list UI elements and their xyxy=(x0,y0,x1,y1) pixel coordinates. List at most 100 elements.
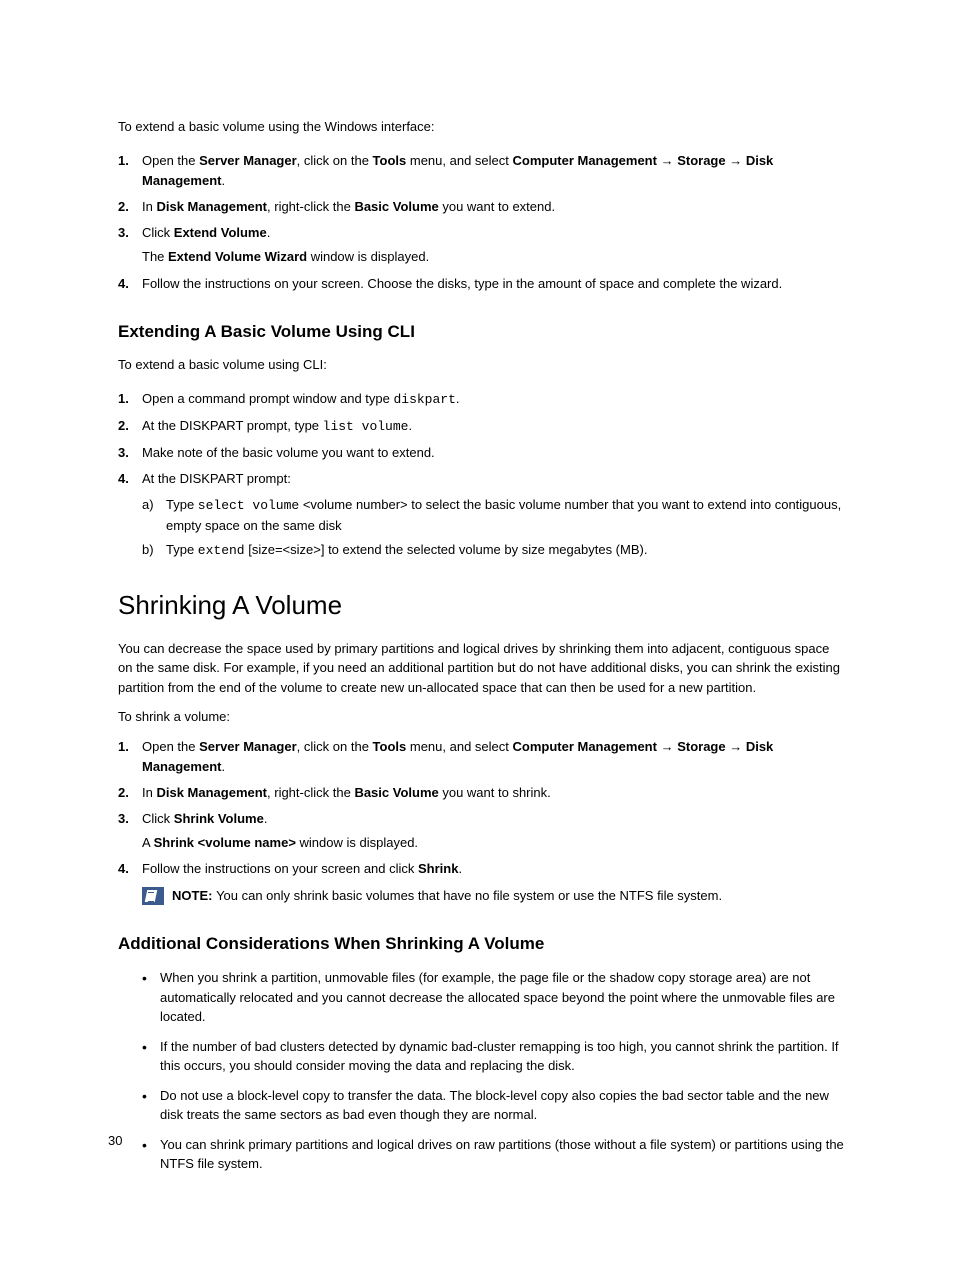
section2-intro: To extend a basic volume using CLI: xyxy=(118,356,846,375)
text: In xyxy=(142,785,156,800)
text-bold: Computer Management xyxy=(512,739,656,754)
marker: a) xyxy=(142,495,154,515)
text-bold: Basic Volume xyxy=(354,785,438,800)
text-mono: list volume xyxy=(323,419,409,434)
section4-bullets: When you shrink a partition, unmovable f… xyxy=(142,968,846,1174)
text-bold: Shrink Volume xyxy=(174,811,264,826)
section3-steps: Open the Server Manager, click on the To… xyxy=(118,737,846,907)
page-number: 30 xyxy=(108,1133,122,1148)
text: Open the xyxy=(142,153,199,168)
section1-intro: To extend a basic volume using the Windo… xyxy=(118,118,846,137)
section2-steps: Open a command prompt window and type di… xyxy=(118,389,846,562)
text: , click on the xyxy=(297,739,373,754)
text: At the DISKPART prompt: xyxy=(142,471,291,486)
note-text: NOTE: You can only shrink basic volumes … xyxy=(172,887,722,906)
text-bold: Server Manager xyxy=(199,739,297,754)
text: menu, and select xyxy=(406,153,512,168)
list-item: Follow the instructions on your screen a… xyxy=(118,859,846,906)
note-body: You can only shrink basic volumes that h… xyxy=(216,888,722,903)
text-bold: Extend Volume xyxy=(174,225,267,240)
text: Follow the instructions on your screen. … xyxy=(142,276,782,291)
text: . xyxy=(456,391,460,406)
text: Open a command prompt window and type xyxy=(142,391,393,406)
text: . xyxy=(267,225,271,240)
text: Type xyxy=(166,542,198,557)
text-bold: Disk Management xyxy=(156,785,267,800)
list-item: Make note of the basic volume you want t… xyxy=(118,443,846,463)
list-item: At the DISKPART prompt: a) Type select v… xyxy=(118,469,846,562)
list-item: You can shrink primary partitions and lo… xyxy=(142,1135,846,1174)
text-bold: Shrink xyxy=(418,861,458,876)
list-item: b) Type extend [size=<size>] to extend t… xyxy=(142,540,846,561)
list-item: Click Extend Volume. The Extend Volume W… xyxy=(118,223,846,267)
list-item: In Disk Management, right-click the Basi… xyxy=(118,783,846,803)
text: → xyxy=(726,739,746,754)
text-mono: extend xyxy=(198,543,245,558)
note-label: NOTE: xyxy=(172,888,216,903)
text-bold: Extend Volume Wizard xyxy=(168,249,307,264)
section1-steps: Open the Server Manager, click on the To… xyxy=(118,151,846,294)
text: Type xyxy=(166,497,198,512)
list-item: Click Shrink Volume. A Shrink <volume na… xyxy=(118,809,846,853)
list-item: Open the Server Manager, click on the To… xyxy=(118,151,846,191)
text: The xyxy=(142,249,168,264)
text: . xyxy=(408,418,412,433)
text: . xyxy=(221,759,225,774)
text: → xyxy=(657,739,677,754)
text-bold: Server Manager xyxy=(199,153,297,168)
text: Make note of the basic volume you want t… xyxy=(142,445,435,460)
lettered-list: a) Type select volume <volume number> to… xyxy=(142,495,846,561)
text: . xyxy=(221,173,225,188)
note-icon xyxy=(142,887,164,905)
text: you want to shrink. xyxy=(439,785,551,800)
note-row: NOTE: You can only shrink basic volumes … xyxy=(142,887,846,906)
text-bold: Tools xyxy=(373,739,407,754)
list-item: At the DISKPART prompt, type list volume… xyxy=(118,416,846,437)
text: . xyxy=(264,811,268,826)
text: window is displayed. xyxy=(296,835,418,850)
list-item: a) Type select volume <volume number> to… xyxy=(142,495,846,536)
text: , click on the xyxy=(297,153,373,168)
list-item: Open the Server Manager, click on the To… xyxy=(118,737,846,777)
text-bold: Tools xyxy=(373,153,407,168)
list-item: When you shrink a partition, unmovable f… xyxy=(142,968,846,1027)
text-mono: diskpart xyxy=(393,392,455,407)
text: , right-click the xyxy=(267,199,354,214)
text: window is displayed. xyxy=(307,249,429,264)
section3-heading: Shrinking A Volume xyxy=(118,590,846,621)
section2-heading: Extending A Basic Volume Using CLI xyxy=(118,322,846,342)
document-page: To extend a basic volume using the Windo… xyxy=(0,0,954,1268)
text-bold: Storage xyxy=(677,739,725,754)
text: menu, and select xyxy=(406,739,512,754)
list-item: Open a command prompt window and type di… xyxy=(118,389,846,410)
list-item: If the number of bad clusters detected b… xyxy=(142,1037,846,1076)
sub-line: The Extend Volume Wizard window is displ… xyxy=(142,247,846,267)
text-bold: Basic Volume xyxy=(354,199,438,214)
text: , right-click the xyxy=(267,785,354,800)
text: [size=<size>] to extend the selected vol… xyxy=(245,542,648,557)
text: → xyxy=(726,153,746,168)
text: you want to extend. xyxy=(439,199,555,214)
text-bold: Computer Management xyxy=(512,153,656,168)
section3-para2: To shrink a volume: xyxy=(118,707,846,727)
text: Follow the instructions on your screen a… xyxy=(142,861,418,876)
text-bold: Storage xyxy=(677,153,725,168)
text: Click xyxy=(142,811,174,826)
section4-heading: Additional Considerations When Shrinking… xyxy=(118,934,846,954)
text: → xyxy=(657,153,677,168)
text: In xyxy=(142,199,156,214)
text: Click xyxy=(142,225,174,240)
list-item: Do not use a block-level copy to transfe… xyxy=(142,1086,846,1125)
text-bold: Disk Management xyxy=(156,199,267,214)
text: . xyxy=(458,861,462,876)
text-mono: select volume xyxy=(198,498,299,513)
list-item: Follow the instructions on your screen. … xyxy=(118,274,846,294)
text: Open the xyxy=(142,739,199,754)
text: A xyxy=(142,835,154,850)
marker: b) xyxy=(142,540,154,560)
list-item: In Disk Management, right-click the Basi… xyxy=(118,197,846,217)
sub-line: A Shrink <volume name> window is display… xyxy=(142,833,846,853)
section3-para1: You can decrease the space used by prima… xyxy=(118,639,846,698)
text: At the DISKPART prompt, type xyxy=(142,418,323,433)
text-bold: Shrink <volume name> xyxy=(154,835,296,850)
